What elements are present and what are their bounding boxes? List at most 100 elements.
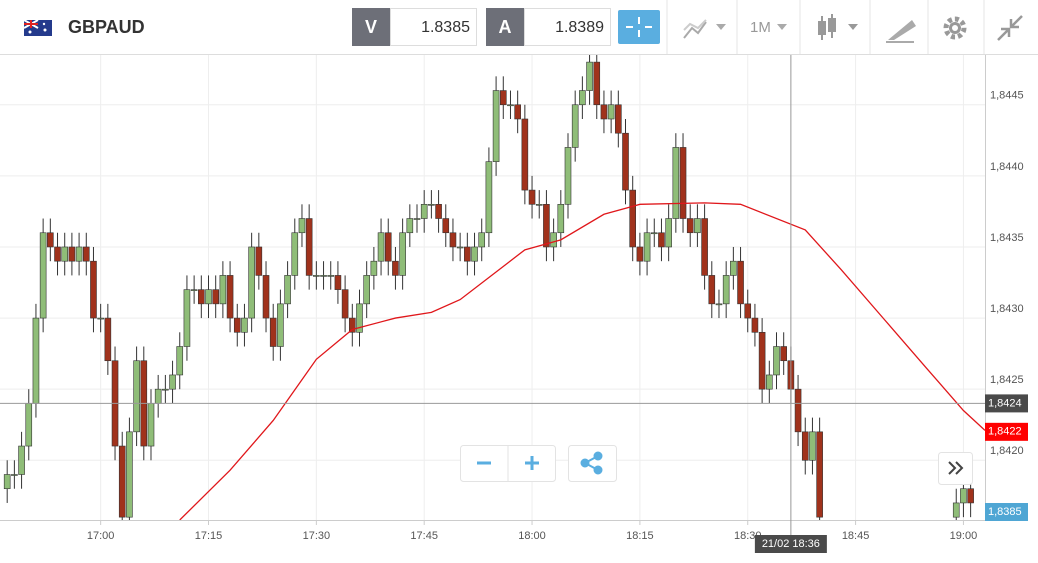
candle-body [722,275,730,305]
candle-body [650,232,658,235]
candle-body [18,445,25,475]
candle-body [794,388,802,433]
candle-body [277,303,284,347]
candle-body [11,474,18,476]
candle-body [147,403,155,447]
candle-body [97,317,104,320]
x-tick-label: 18:30 [734,530,762,542]
candle-body [579,90,586,106]
candle-body [586,61,593,91]
timeframe-caret [777,24,787,30]
candle-body [809,431,816,461]
y-tick-label: 1,8425 [990,374,1024,386]
collapse-button[interactable] [997,15,1023,41]
x-tick-label: 18:00 [518,530,546,542]
crosshair-x-label: 21/02 18:36 [762,538,820,550]
candle-body [298,218,306,234]
candle-body [499,90,507,106]
candle-body [392,260,399,276]
candle-body [406,218,414,234]
candle-body [248,246,255,319]
candle-body [449,232,457,248]
candle-body [514,104,521,120]
candle-body [90,260,97,319]
zoom-in-button[interactable] [525,456,539,470]
candle-body [32,317,40,404]
candle-body [377,232,385,262]
bid-label: V [365,17,377,37]
candle-body [672,147,680,219]
candle-button[interactable] [818,14,858,40]
x-tick-label: 17:30 [303,530,331,542]
y-tick-label: 1,8440 [990,161,1024,173]
candle-body [205,289,212,305]
draw-button[interactable] [886,20,916,43]
candle-body [952,502,960,518]
candle-body [658,232,665,248]
ask-label: A [499,17,512,37]
candle-body [629,189,637,248]
candle-body [492,90,500,162]
candle-body [413,218,421,220]
crosshair-y-label: 1,8424 [988,397,1022,409]
timeframe[interactable]: 1M [750,19,771,36]
crosshair-button[interactable] [618,10,660,44]
x-tick-label: 18:15 [626,530,654,542]
candle-body [485,161,493,234]
flag [23,19,52,36]
x-tick-label: 17:15 [195,530,223,542]
share-button[interactable] [580,451,603,475]
candle-body [198,289,205,305]
candle-body [262,275,270,319]
candle-body [313,275,320,277]
candle-body [226,275,234,319]
candle-body [219,275,227,305]
candle-body [133,360,140,433]
candle-body [471,246,478,262]
settings-button[interactable] [943,16,967,40]
ma-tag-label: 1,8422 [988,426,1022,438]
candle-body [255,246,263,276]
candle-body [428,204,435,206]
candle-body [600,104,608,120]
candle-body [766,374,773,390]
candle-body [104,317,112,362]
candle-body [291,232,299,276]
zoom-controls [460,445,617,482]
candle-body [636,246,644,262]
candle-body [960,488,967,504]
candle-body [543,204,550,248]
candle-body [212,289,219,305]
ask-button[interactable] [486,8,524,46]
candle-body [126,431,133,518]
candle-body [334,275,342,290]
candle-body [528,189,536,205]
last-price-box [985,503,1028,521]
x-tick-label: 17:00 [87,530,115,542]
candle-body [686,218,694,234]
candle-body [118,445,126,518]
plot [3,55,985,520]
candle-body [241,317,248,333]
scroll-right-button[interactable] [938,452,973,485]
candle-body [967,488,974,504]
bid-price: 1.8385 [421,19,470,36]
candle-body [550,232,557,248]
candle-body [82,246,90,262]
candle-body [715,303,723,306]
candle-body [557,204,565,234]
candle-body [190,289,198,291]
candle-body [420,204,428,219]
bid-button[interactable] [352,8,390,46]
candle-body [25,403,33,447]
candle-body [478,232,486,248]
candle-body [665,218,672,248]
y-tick-label: 1,8445 [990,90,1024,102]
x-tick-label: 18:45 [842,530,870,542]
last-price-label: 1,8385 [988,506,1022,518]
chart-type-button[interactable] [683,19,726,39]
candle-body [61,246,69,262]
y-tick-label: 1,8435 [990,232,1024,244]
candle-body [701,218,708,276]
